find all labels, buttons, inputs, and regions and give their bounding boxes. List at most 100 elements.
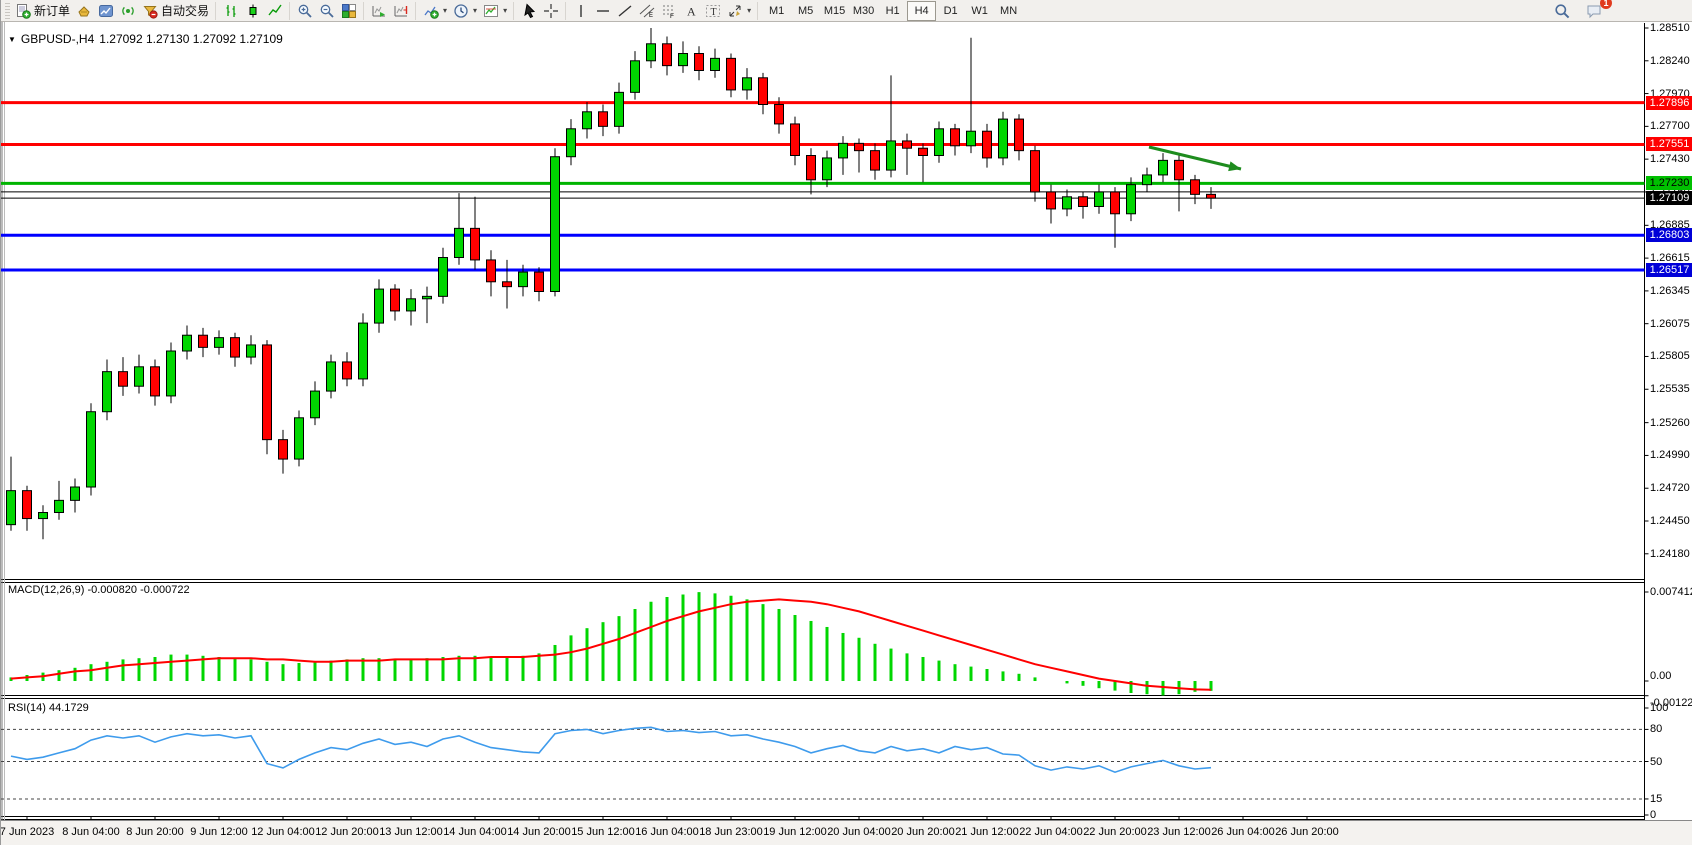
linechart-icon xyxy=(268,4,282,15)
publish-chart-button[interactable] xyxy=(95,1,117,21)
candle-body xyxy=(598,111,608,127)
timeframe-H4-button[interactable]: H4 xyxy=(907,0,937,21)
horizontal-lines[interactable] xyxy=(1,101,1645,272)
toolbar-separator xyxy=(215,1,217,20)
price-tick-label: 1.25260 xyxy=(1650,417,1690,429)
candle-body xyxy=(454,227,464,259)
candle-body xyxy=(534,271,544,293)
trend-arrow-annotation[interactable] xyxy=(1148,145,1242,171)
crosshair-icon xyxy=(544,3,559,18)
candle-body xyxy=(694,53,704,72)
price-tick-label: 1.25805 xyxy=(1650,350,1690,362)
templates-button[interactable]: ▾ xyxy=(480,1,510,21)
candle-body xyxy=(934,128,944,157)
candle-body xyxy=(294,417,304,460)
time-tick-label: 13 Jun 12:00 xyxy=(379,826,443,838)
candle-body xyxy=(662,43,672,67)
fibonacci-button[interactable]: F xyxy=(658,1,680,21)
chart-canvas[interactable] xyxy=(1,22,1692,845)
rsi-line xyxy=(10,726,1212,774)
trendline-button[interactable] xyxy=(614,1,636,21)
line-chart-button[interactable] xyxy=(264,1,286,21)
time-tick-label: 16 Jun 04:00 xyxy=(635,826,699,838)
profile-button[interactable] xyxy=(73,1,95,21)
vline-icon xyxy=(580,4,582,17)
timeframe-M1-button[interactable]: M1 xyxy=(768,4,785,17)
candle-body xyxy=(358,322,368,380)
search-icon[interactable] xyxy=(1551,1,1573,21)
doc-plus-icon xyxy=(17,3,31,19)
candle-body xyxy=(870,150,880,171)
text-label-button[interactable]: T xyxy=(702,1,724,21)
rsi-tick-label: 0 xyxy=(1650,809,1657,821)
candle-body xyxy=(86,411,96,488)
timeframe-W1-button[interactable]: W1 xyxy=(971,4,988,17)
price-tick-label: 1.28510 xyxy=(1650,22,1690,34)
bar-chart-button[interactable] xyxy=(220,1,242,21)
template-icon xyxy=(484,4,499,17)
chart-shift-button[interactable] xyxy=(390,1,412,21)
candle-body xyxy=(374,288,384,324)
timeframe-H1-button[interactable]: H1 xyxy=(885,4,900,17)
notifications-icon[interactable]: 1 xyxy=(1583,0,1612,21)
autotrading-button-label: 自动交易 xyxy=(161,4,210,18)
zoom-in-button[interactable] xyxy=(294,1,316,21)
price-line-badge: 1.27896 xyxy=(1646,96,1692,110)
signals-button[interactable] xyxy=(117,1,139,21)
cursor-button[interactable] xyxy=(518,1,540,21)
dropdown-caret-icon[interactable]: ▾ xyxy=(473,6,478,15)
timeframe-D1-button[interactable]: D1 xyxy=(943,4,958,17)
timeframe-M5-button[interactable]: M5 xyxy=(797,4,814,17)
funnel-icon xyxy=(143,5,158,19)
timeframe-M30-button[interactable]: M30 xyxy=(852,4,875,17)
indicators-button[interactable]: ▾ xyxy=(420,1,450,21)
candle-body xyxy=(6,490,16,526)
dropdown-caret-icon[interactable]: ▾ xyxy=(443,6,448,15)
dropdown-caret-icon[interactable]: ▾ xyxy=(747,6,752,15)
time-tick-label: 14 Jun 04:00 xyxy=(443,826,507,838)
rsi-tick-label: 100 xyxy=(1650,702,1669,714)
candlestick-chart-button[interactable] xyxy=(242,1,264,21)
candle-body xyxy=(326,361,336,392)
candle-body xyxy=(822,157,832,181)
candle-body xyxy=(422,295,432,300)
candle-body xyxy=(22,490,32,520)
price-tick-label: 1.24720 xyxy=(1650,482,1690,494)
candle-body xyxy=(230,337,240,358)
arrows-button[interactable]: ▾ xyxy=(724,1,754,21)
tile-windows-button[interactable] xyxy=(338,1,360,21)
candle-body xyxy=(998,118,1008,159)
toolbar-separator xyxy=(415,1,417,20)
auto-scroll-button[interactable] xyxy=(368,1,390,21)
time-tick-label: 20 Jun 20:00 xyxy=(891,826,955,838)
rsi-indicator-label: RSI(14) 44.1729 xyxy=(8,702,89,714)
autotrading-button[interactable]: 自动交易 xyxy=(139,1,212,21)
svg-text:T: T xyxy=(711,7,717,18)
dropdown-caret-icon[interactable]: ▾ xyxy=(503,6,508,15)
candle-body xyxy=(262,344,272,441)
price-tick-label: 1.26345 xyxy=(1650,285,1690,297)
timeframe-MN-button[interactable]: MN xyxy=(1000,4,1018,17)
zoom-out-button[interactable] xyxy=(316,1,338,21)
text-button[interactable]: A xyxy=(680,1,702,21)
timeframe-M15-button[interactable]: M15 xyxy=(823,4,846,17)
macd-tick-label: 0.00 xyxy=(1650,670,1672,682)
macd-tick-label: 0.007412 xyxy=(1650,586,1692,598)
time-axis[interactable] xyxy=(1,820,1692,845)
crosshair-button[interactable] xyxy=(540,1,562,21)
horizontal-line-button[interactable] xyxy=(592,1,614,21)
symbol-dropdown-icon[interactable]: ▼ xyxy=(8,34,16,44)
equidistant-channel-button[interactable]: E xyxy=(636,1,658,21)
candle-body xyxy=(118,371,128,387)
vertical-line-button[interactable] xyxy=(570,1,592,21)
new-order-button[interactable]: 新订单 xyxy=(12,1,73,21)
periods-button[interactable]: ▾ xyxy=(450,1,480,21)
chart-window[interactable]: ▼ GBPUSD-,H4 1.27092 1.27130 1.27092 1.2… xyxy=(1,22,1692,845)
purse-icon xyxy=(78,5,90,16)
time-tick-label: 12 Jun 20:00 xyxy=(315,826,379,838)
macd-tick-label: -0.001226 xyxy=(1650,697,1692,709)
candle-body xyxy=(342,361,352,380)
time-tick-label: 9 Jun 12:00 xyxy=(190,826,248,838)
candle-body xyxy=(966,130,976,147)
candle-body xyxy=(726,57,736,91)
